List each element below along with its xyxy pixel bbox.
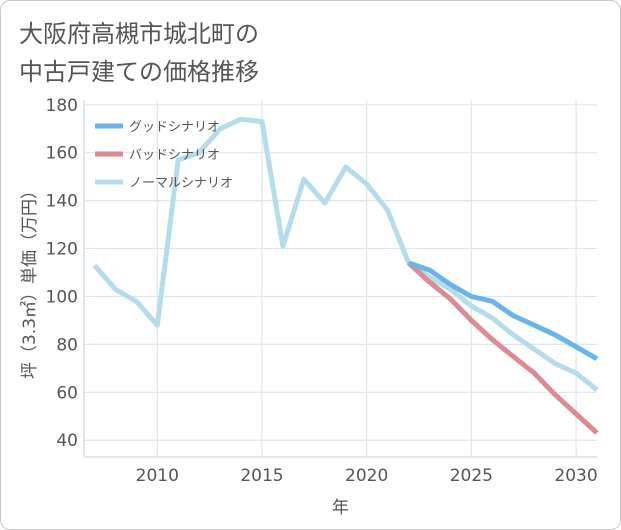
y-tick-label: 60 — [56, 383, 78, 403]
x-tick-label: 2020 — [345, 466, 388, 486]
series-line-1 — [406, 261, 599, 435]
series-line-2 — [92, 116, 599, 392]
legend-label-1: バッドシナリオ — [129, 148, 220, 163]
x-axis-label: 年 — [332, 498, 349, 518]
y-tick-label: 40 — [56, 431, 78, 451]
series-line-0 — [407, 260, 599, 361]
y-axis-label: 坪（3.3㎡）単価（万円） — [20, 182, 40, 379]
y-tick-label: 180 — [46, 96, 78, 116]
y-tick-label: 120 — [46, 240, 78, 260]
x-tick-label: 2015 — [240, 466, 283, 486]
x-tick-label: 2030 — [554, 466, 597, 486]
x-tick-label: 2010 — [136, 466, 179, 486]
y-tick-label: 100 — [46, 287, 78, 307]
y-tick-label: 140 — [46, 192, 78, 212]
x-tick-label: 2025 — [450, 466, 493, 486]
legend-label-2: ノーマルシナリオ — [129, 176, 233, 191]
y-tick-label: 80 — [56, 335, 78, 355]
chart-title: 大阪府高槻市城北町の 中古戸建ての価格推移 — [19, 20, 259, 86]
legend-label-0: グッドシナリオ — [129, 120, 220, 135]
y-tick-label: 160 — [46, 144, 78, 164]
